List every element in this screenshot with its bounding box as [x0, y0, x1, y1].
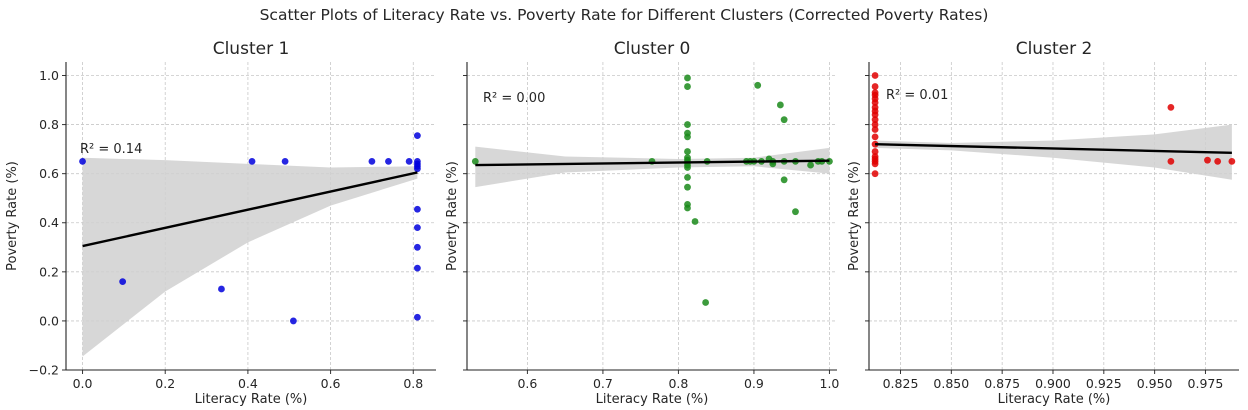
- y-axis-label: Poverty Rate (%): [847, 161, 862, 271]
- scatter-point: [871, 148, 879, 155]
- scatter-point: [684, 148, 691, 155]
- x-axis-label: Literacy Rate (%): [998, 392, 1111, 407]
- scatter-point: [413, 224, 421, 232]
- scatter-point: [684, 183, 691, 191]
- scatter-point: [691, 218, 699, 225]
- y-axis-label: Poverty Rate (%): [445, 161, 460, 271]
- scatter-point: [684, 204, 691, 212]
- scatter-point: [871, 121, 879, 128]
- scatter-point: [807, 161, 814, 169]
- scatter-point: [119, 278, 127, 286]
- x-tick-label: 1.0: [820, 376, 840, 391]
- cluster-2-panel: 0.825 0.850 0.875 0.900 0.925 0.950 0.975 R² = …: [847, 39, 1239, 407]
- scatter-point: [413, 264, 421, 272]
- scatter-point: [684, 173, 691, 181]
- scatter-point: [776, 101, 784, 109]
- confidence-band: [875, 124, 1232, 180]
- scatter-point: [684, 83, 691, 90]
- scatter-point: [79, 157, 86, 165]
- scatter-point: [792, 208, 799, 216]
- regression-line: [82, 171, 418, 248]
- scatter-point: [413, 165, 421, 173]
- x-tick-label: 0.7: [593, 376, 613, 391]
- x-tick-label: 0.0: [73, 376, 93, 391]
- scatter-point: [871, 133, 879, 141]
- scatter-point: [218, 285, 225, 293]
- scatter-point: [754, 81, 762, 89]
- x-tick-label: 0.9: [744, 376, 764, 391]
- scatter-point: [368, 157, 376, 165]
- scatter-point: [405, 157, 413, 165]
- y-tick-label: 0.6: [39, 166, 59, 181]
- scatter-point: [871, 72, 879, 79]
- scatter-point: [1204, 156, 1211, 164]
- scatter-point: [780, 116, 788, 124]
- r-squared-annotation: R² = 0.01: [886, 88, 948, 103]
- scatter-point: [289, 317, 297, 325]
- scatter-point: [413, 132, 421, 140]
- scatter-point: [248, 157, 256, 165]
- scatter-point: [1167, 157, 1175, 165]
- y-tick-label: 0.4: [39, 215, 59, 230]
- scatter-point: [1228, 157, 1236, 165]
- r-squared-annotation: R² = 0.00: [483, 91, 545, 106]
- regression-line: [475, 159, 830, 167]
- x-axis-label: Literacy Rate (%): [596, 392, 709, 407]
- x-tick-label: 0.4: [238, 376, 258, 391]
- x-tick-label: 0.2: [155, 376, 175, 391]
- y-tick-label: 0.0: [39, 313, 59, 328]
- y-axis-label: Poverty Rate (%): [5, 161, 20, 271]
- y-tick-label: 1.0: [39, 68, 59, 83]
- x-axis-label: Literacy Rate (%): [195, 392, 308, 407]
- x-tick-label: 0.900: [1035, 376, 1071, 391]
- y-tick-label: 0.8: [39, 117, 59, 132]
- scatter-point: [413, 243, 421, 251]
- scatter-point: [871, 83, 879, 90]
- scatter-point: [871, 160, 879, 168]
- subplot-title: Cluster 0: [614, 39, 691, 59]
- r-squared-annotation: R² = 0.14: [80, 142, 142, 157]
- scatter-point: [684, 164, 691, 171]
- scatter-point: [702, 299, 710, 306]
- scatter-point: [871, 116, 879, 124]
- cluster-0-panel: 0.6 0.7 0.8 0.9 1.0 R² = 0.00 Cluster 0 Literac…: [445, 39, 839, 407]
- confidence-band: [475, 146, 830, 188]
- scatter-point: [413, 313, 421, 321]
- confidence-band: [82, 157, 418, 357]
- scatter-point: [871, 111, 879, 119]
- scatter-point: [871, 126, 879, 133]
- scatter-point: [871, 170, 879, 178]
- x-tick-label: 0.975: [1188, 376, 1224, 391]
- scatter-point: [385, 157, 392, 165]
- scatter-point: [684, 133, 691, 141]
- scatter-point: [684, 74, 691, 82]
- scatter-point: [471, 157, 479, 165]
- scatter-point: [684, 121, 691, 128]
- subplot-title: Cluster 2: [1016, 39, 1093, 59]
- x-tick-label: 0.850: [933, 376, 969, 391]
- subplot-title: Cluster 1: [213, 39, 290, 59]
- scatter-point: [413, 205, 421, 213]
- x-tick-label: 0.875: [984, 376, 1020, 391]
- figure-title: Scatter Plots of Literacy Rate vs. Pover…: [260, 6, 989, 24]
- x-tick-label: 0.825: [883, 376, 919, 391]
- x-tick-label: 0.950: [1137, 376, 1173, 391]
- scatter-point: [281, 157, 289, 165]
- cluster-1-panel: −0.2 0.0 0.2 0.4 0.6 0.8 1.0 0.0 0.2 0.4 0.6 0.8 R² …: [5, 39, 436, 407]
- y-tick-label: 0.2: [39, 264, 59, 279]
- y-tick-label: −0.2: [29, 363, 59, 378]
- regression-line: [875, 143, 1232, 155]
- x-tick-label: 0.8: [668, 376, 688, 391]
- x-tick-label: 0.925: [1086, 376, 1122, 391]
- x-tick-label: 0.8: [403, 376, 423, 391]
- scatter-point: [1214, 157, 1222, 165]
- x-tick-label: 0.6: [321, 376, 341, 391]
- scatter-point: [871, 99, 879, 106]
- scatter-point: [1167, 104, 1175, 111]
- scatter-point: [780, 176, 788, 184]
- x-tick-label: 0.6: [517, 376, 537, 391]
